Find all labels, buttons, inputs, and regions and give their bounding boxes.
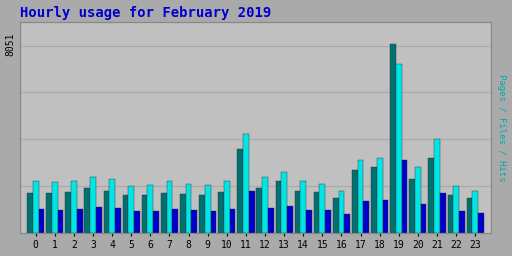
Bar (103, 191, 109, 233)
Bar (371, 167, 377, 233)
Bar (205, 185, 210, 233)
Bar (358, 160, 364, 233)
Bar (421, 204, 426, 233)
Bar (447, 195, 453, 233)
Bar (478, 213, 484, 233)
Bar (90, 177, 96, 233)
Bar (27, 193, 33, 233)
Bar (287, 206, 293, 233)
Bar (46, 193, 52, 233)
Bar (440, 193, 445, 233)
Bar (115, 208, 121, 233)
Bar (58, 210, 63, 233)
Bar (166, 181, 173, 233)
Bar (210, 211, 216, 233)
Bar (314, 192, 319, 233)
Bar (409, 179, 415, 233)
Bar (390, 44, 396, 233)
Bar (382, 200, 388, 233)
Bar (218, 192, 224, 233)
Bar (77, 209, 82, 233)
Bar (281, 172, 287, 233)
Bar (459, 211, 465, 233)
Bar (123, 195, 129, 233)
Bar (33, 181, 38, 233)
Bar (319, 184, 325, 233)
Bar (134, 211, 140, 233)
Bar (186, 184, 191, 233)
Bar (129, 186, 134, 233)
Bar (294, 191, 301, 233)
Bar (415, 167, 421, 233)
Bar (396, 64, 401, 233)
Bar (257, 188, 262, 233)
Bar (153, 211, 159, 233)
Bar (473, 191, 478, 233)
Bar (352, 169, 358, 233)
Bar (434, 139, 440, 233)
Bar (364, 201, 369, 233)
Bar (173, 209, 178, 233)
Bar (268, 208, 273, 233)
Bar (147, 185, 153, 233)
Bar (224, 181, 230, 233)
Bar (333, 198, 338, 233)
Bar (96, 207, 101, 233)
Bar (377, 158, 382, 233)
Bar (52, 183, 58, 233)
Bar (338, 191, 344, 233)
Bar (301, 181, 306, 233)
Bar (429, 158, 434, 233)
Bar (38, 209, 45, 233)
Bar (325, 210, 331, 233)
Bar (71, 181, 77, 233)
Bar (243, 134, 249, 233)
Bar (66, 192, 71, 233)
Bar (161, 193, 166, 233)
Y-axis label: Pages / Files / Hits: Pages / Files / Hits (498, 74, 506, 181)
Bar (466, 198, 473, 233)
Bar (237, 148, 243, 233)
Bar (109, 179, 115, 233)
Bar (199, 195, 205, 233)
Bar (142, 195, 147, 233)
Bar (275, 181, 281, 233)
Bar (180, 194, 186, 233)
Bar (191, 210, 197, 233)
Bar (306, 210, 312, 233)
Bar (401, 160, 408, 233)
Bar (453, 186, 459, 233)
Bar (230, 209, 236, 233)
Bar (262, 177, 268, 233)
Bar (84, 188, 90, 233)
Bar (249, 191, 254, 233)
Bar (344, 214, 350, 233)
Text: Hourly usage for February 2019: Hourly usage for February 2019 (20, 6, 272, 19)
